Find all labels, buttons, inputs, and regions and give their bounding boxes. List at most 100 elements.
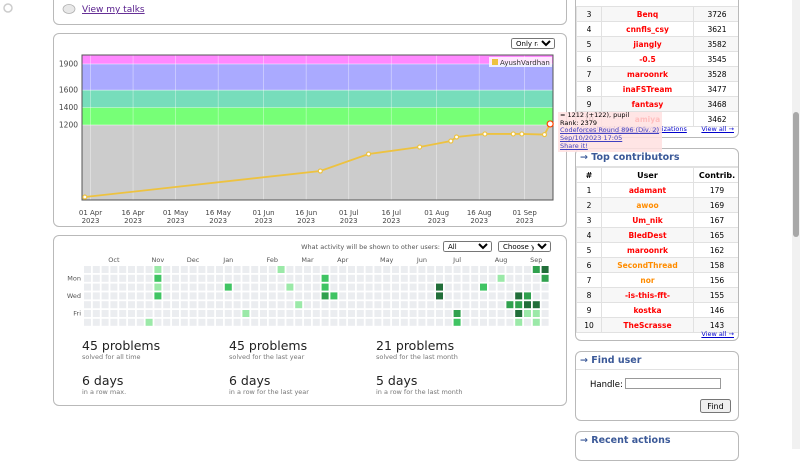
- contributor-row: 3 Um_nik 167: [576, 212, 738, 228]
- activity-cell: [488, 292, 496, 300]
- y-tick-label: 1900: [59, 59, 78, 68]
- activity-cell: [524, 266, 531, 273]
- activity-cell: [242, 292, 250, 300]
- user-name[interactable]: -is-this-fft-: [601, 287, 694, 303]
- x-tick-year: 2023: [167, 217, 185, 225]
- activity-cell: [383, 310, 391, 317]
- activity-cell: [515, 301, 523, 309]
- activity-cell: [392, 274, 399, 282]
- activity-cell: [92, 301, 100, 309]
- user-name[interactable]: TheScrasse: [601, 317, 694, 333]
- activity-cell: [145, 283, 153, 291]
- activity-cell: [180, 283, 188, 291]
- user-name[interactable]: nor: [601, 272, 694, 288]
- tooltip-share[interactable]: Share it!: [560, 141, 588, 150]
- rating-band: [82, 55, 553, 64]
- activity-cell: [189, 310, 197, 317]
- contrib-cell: 165: [693, 227, 738, 243]
- gear-icon[interactable]: [3, 3, 13, 13]
- activity-cell: [172, 301, 179, 309]
- x-tick-date: 01 Aug: [424, 209, 449, 217]
- rank-cell: 4: [576, 21, 602, 37]
- recent-actions-box: → Recent actions: [575, 431, 739, 461]
- user-name[interactable]: jiangly: [601, 36, 694, 52]
- activity-cell: [189, 292, 197, 300]
- activity-cell: [436, 310, 443, 317]
- activity-cell: [198, 274, 206, 282]
- activity-cell: [304, 283, 311, 291]
- visibility-select[interactable]: All: [443, 241, 492, 252]
- year-select[interactable]: Choose year: [498, 241, 551, 252]
- user-name[interactable]: Benq: [601, 6, 694, 22]
- stat-caption: solved for the last month: [376, 353, 458, 361]
- activity-cell: [506, 310, 514, 317]
- activity-cell: [312, 266, 320, 273]
- handle-input[interactable]: [625, 378, 721, 389]
- activity-cell: [268, 301, 276, 309]
- activity-cell: [471, 274, 479, 282]
- activity-cell: [348, 310, 355, 317]
- rank-cell: 4: [576, 227, 602, 243]
- contrib-cell: 162: [693, 242, 738, 258]
- activity-cell: [92, 266, 100, 273]
- activity-cell: [418, 301, 426, 309]
- scrollbar-thumb[interactable]: [793, 112, 799, 237]
- find-button[interactable]: Find: [700, 399, 731, 413]
- user-name[interactable]: -0.5: [601, 51, 694, 67]
- user-name[interactable]: maroonrk: [601, 66, 694, 82]
- user-name[interactable]: inaFSTream: [601, 81, 694, 97]
- top-rated-row: 9 fantasy 3468: [576, 96, 738, 112]
- stat-value: 45 problems: [82, 338, 160, 353]
- activity-cell: [277, 266, 285, 273]
- top-rated-view-all[interactable]: View all →: [701, 125, 734, 133]
- scrollbar[interactable]: [792, 0, 800, 449]
- tooltip-date[interactable]: Sep/10/2023 17:05: [560, 134, 623, 143]
- month-label: Jun: [416, 256, 427, 264]
- talks-box: [53, 0, 567, 25]
- legend-swatch: [492, 59, 498, 65]
- user-name[interactable]: SecondThread: [601, 257, 694, 273]
- activity-cell: [444, 301, 452, 309]
- activity-cell: [224, 266, 232, 273]
- activity-cell: [453, 292, 461, 300]
- contributor-row: 5 maroonrk 162: [576, 242, 738, 258]
- activity-cell: [436, 274, 443, 282]
- activity-cell: [119, 310, 127, 317]
- contributor-row: 4 BledDest 165: [576, 227, 738, 243]
- user-name[interactable]: awoo: [601, 197, 694, 213]
- tooltip-contest[interactable]: Codeforces Round 896 (Div. 2): [560, 126, 660, 135]
- activity-cell: [163, 310, 171, 317]
- activity-cell: [400, 274, 408, 282]
- rank-cell: 9: [576, 96, 602, 112]
- activity-cell: [277, 301, 285, 309]
- activity-cell: [154, 274, 162, 282]
- rating-cell: 3462: [693, 111, 738, 127]
- user-name[interactable]: adamant: [601, 182, 694, 198]
- activity-cell: [101, 318, 109, 326]
- rating-filter[interactable]: Only rated: [511, 38, 555, 49]
- user-name[interactable]: cnnfls_csy: [601, 21, 694, 37]
- activity-cell: [444, 318, 452, 326]
- user-name[interactable]: kostka: [601, 302, 694, 318]
- activity-cell: [453, 266, 461, 273]
- talks-link[interactable]: View my talks: [82, 5, 145, 15]
- activity-cell: [321, 301, 329, 309]
- rating-cell: 3545: [693, 51, 738, 67]
- rating-cell: 3582: [693, 36, 738, 52]
- user-name[interactable]: maroonrk: [601, 242, 694, 258]
- activity-cell: [321, 318, 329, 326]
- user-name[interactable]: fantasy: [601, 96, 694, 112]
- rank-cell: 5: [576, 36, 602, 52]
- activity-cell: [409, 301, 417, 309]
- x-tick-date: 16 May: [205, 209, 231, 217]
- activity-cell: [216, 266, 223, 273]
- activity-cell: [312, 292, 320, 300]
- contributors-view-all[interactable]: View all →: [701, 330, 734, 338]
- activity-cell: [348, 274, 355, 282]
- activity-cell: [418, 283, 426, 291]
- activity-cell: [110, 274, 118, 282]
- activity-cell: [92, 292, 100, 300]
- user-name[interactable]: Um_nik: [601, 212, 694, 228]
- user-name[interactable]: BledDest: [601, 227, 694, 243]
- activity-cell: [383, 301, 391, 309]
